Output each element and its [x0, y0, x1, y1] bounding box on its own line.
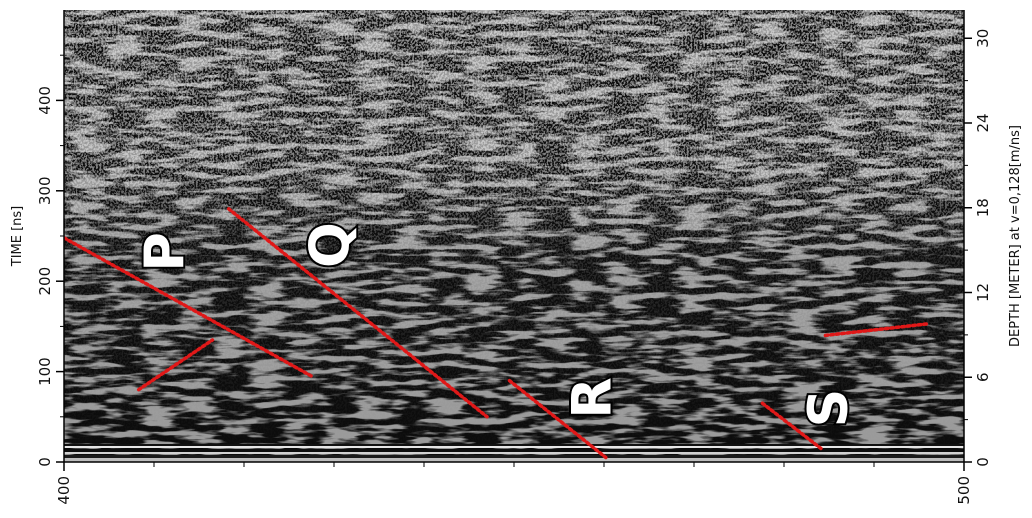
time-tick-label: 400: [36, 86, 54, 115]
reflector-q-label: Q: [299, 222, 362, 268]
depth-tick-label: 0: [974, 457, 992, 467]
reflector-p-label: P: [134, 232, 197, 272]
time-axis-title: TIME [ns]: [10, 206, 25, 268]
reflector-s-label: S: [797, 389, 860, 428]
reflector-r-label: R: [561, 377, 624, 419]
x-tick-label: 500: [955, 476, 973, 505]
time-axis: 0 100 200 300 400: [36, 54, 64, 467]
depth-tick-label: 24: [974, 113, 992, 132]
depth-axis: 0 6 12 18 24 30: [964, 29, 992, 467]
time-tick-label: 200: [36, 267, 54, 296]
x-tick-label: 400: [55, 476, 73, 505]
radargram-image: [64, 10, 964, 462]
depth-tick-label: 6: [974, 372, 992, 382]
depth-tick-label: 30: [974, 29, 992, 48]
reflector-r-line: [507, 378, 608, 460]
direct-wave-bands: [64, 444, 964, 462]
reflector-p-line: [64, 236, 314, 378]
time-tick-label: 300: [36, 176, 54, 205]
time-tick-label: 0: [36, 457, 54, 467]
depth-axis-title: DEPTH [METER] at v=0,128[m/ns]: [1008, 125, 1023, 347]
depth-tick-label: 18: [974, 198, 992, 217]
x-axis: 400 500: [55, 462, 973, 505]
time-tick-label: 100: [36, 357, 54, 386]
reflector-label-layer: P Q R S: [132, 220, 862, 429]
reflector-p-line: [136, 338, 215, 392]
radargram-late-time-noise: [64, 10, 964, 462]
reflector-layer: [64, 207, 931, 460]
reflector-s-line: [823, 321, 931, 338]
reflector-s-line: [760, 401, 823, 451]
depth-tick-label: 12: [974, 283, 992, 302]
reflector-q-line: [226, 207, 489, 419]
